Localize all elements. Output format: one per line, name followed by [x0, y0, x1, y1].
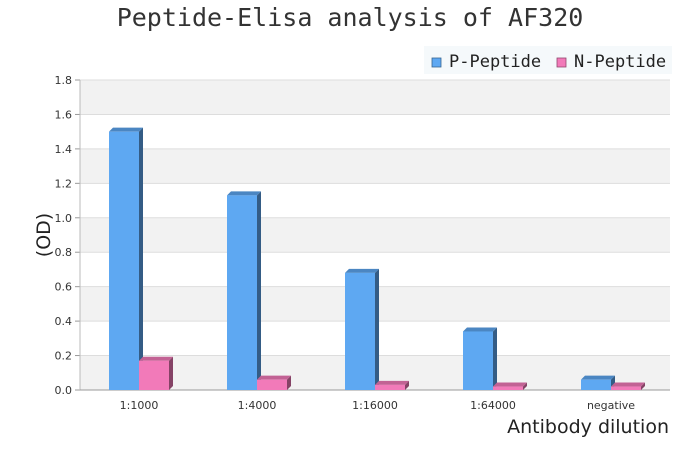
bar-side	[287, 375, 291, 390]
bar-front	[345, 272, 375, 390]
y-tick-label: 1.4	[55, 143, 73, 156]
bar-top	[345, 268, 379, 273]
y-tick-label: 1.2	[55, 177, 73, 190]
bar-front	[611, 386, 641, 390]
legend-box	[424, 46, 672, 74]
bar	[611, 382, 645, 390]
bar-side	[523, 382, 527, 390]
bar	[581, 375, 615, 390]
x-tick-label: 1:16000	[352, 399, 398, 412]
chart-title: Peptide-Elisa analysis of AF320	[117, 3, 584, 32]
plot-band	[80, 217, 670, 253]
bar-top	[139, 356, 173, 361]
legend-label: P-Peptide	[449, 52, 541, 72]
plot-band	[80, 80, 670, 115]
legend: P-Peptide N-Peptide	[424, 46, 672, 74]
y-tick-label: 0.8	[55, 246, 73, 259]
legend-swatch	[431, 57, 442, 68]
bar-front	[109, 131, 139, 390]
x-tick-label: 1:1000	[120, 399, 159, 412]
bar	[257, 375, 291, 390]
bar-front	[257, 379, 287, 390]
bar-front	[227, 195, 257, 390]
bar	[227, 191, 261, 390]
x-tick-label: 1:64000	[470, 399, 516, 412]
bar-top	[109, 127, 143, 132]
bar-side	[139, 127, 143, 391]
bar-side	[257, 191, 261, 390]
bar-side	[169, 356, 173, 390]
legend-label: N-Peptide	[574, 52, 666, 72]
bar-front	[493, 386, 523, 390]
bar-front	[139, 360, 169, 390]
bar-side	[493, 327, 497, 390]
bar	[463, 327, 497, 390]
y-tick-label: 1.8	[55, 74, 73, 87]
y-axis-label: (OD)	[33, 213, 55, 257]
legend-swatch	[556, 57, 567, 68]
y-tick-label: 1.0	[55, 212, 73, 225]
y-tick-label: 0.2	[55, 350, 73, 363]
y-tick-label: 0.6	[55, 281, 73, 294]
bar-side	[405, 380, 409, 390]
bar-side	[375, 268, 379, 390]
bar	[345, 268, 379, 390]
x-tick-label: negative	[587, 399, 635, 412]
x-axis-label: Antibody dilution	[507, 416, 669, 438]
bar	[375, 380, 409, 390]
bar-top	[227, 191, 261, 196]
y-tick-label: 0.0	[55, 384, 73, 397]
bar-top	[611, 382, 645, 387]
bar	[493, 382, 527, 390]
bar-front	[375, 384, 405, 390]
y-tick-label: 1.6	[55, 108, 73, 121]
bar-top	[463, 327, 497, 332]
y-tick-label: 0.4	[55, 315, 73, 328]
bar	[109, 127, 143, 391]
bar-top	[375, 380, 409, 385]
bar-side	[641, 382, 645, 390]
x-tick-label: 1:4000	[238, 399, 277, 412]
bar-top	[581, 375, 615, 380]
bar-top	[257, 375, 291, 380]
plot-area: 0.0 0.2 0.4 0.6 0.8 1.0 1.2 1.4 1.6 1.8 1:1000 1:40…	[55, 74, 670, 412]
bar	[139, 356, 173, 390]
bar-front	[581, 379, 611, 390]
plot-band	[80, 148, 670, 184]
bar-front	[463, 331, 493, 390]
bar-top	[493, 382, 527, 387]
